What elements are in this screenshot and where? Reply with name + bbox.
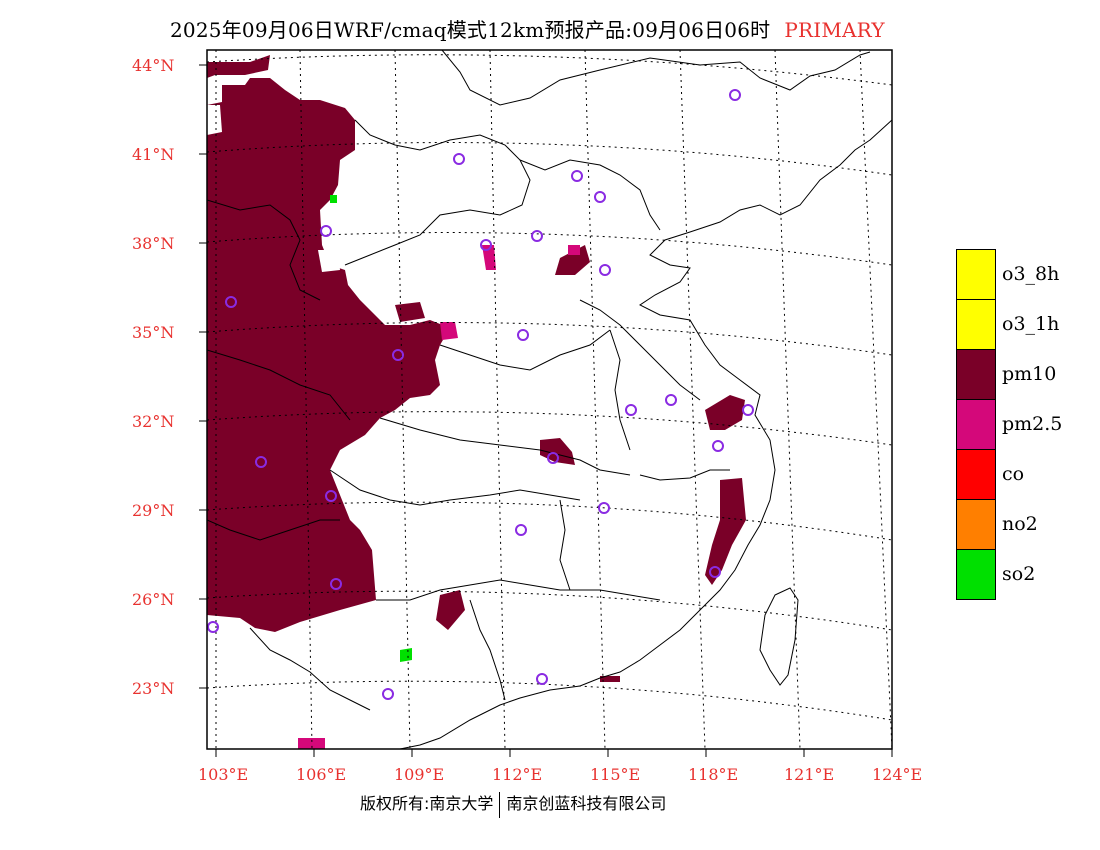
legend-swatch [956, 249, 996, 300]
station-marker [712, 440, 724, 452]
pm25-patch [298, 738, 325, 749]
station-marker [480, 239, 492, 251]
lat-label-26: 26°N [132, 590, 175, 609]
title-variable: PRIMARY [784, 18, 885, 42]
station-marker [325, 490, 337, 502]
legend-swatch [956, 399, 996, 450]
so2-patch [330, 195, 337, 203]
station-marker [515, 524, 527, 536]
station-marker [517, 329, 529, 341]
lon-label-106: 106°E [296, 765, 347, 784]
pm25-patch [440, 322, 458, 340]
station-marker [625, 404, 637, 416]
lat-label-35: 35°N [132, 323, 175, 342]
station-marker [255, 456, 267, 468]
lon-label-115: 115°E [590, 765, 641, 784]
legend-label: pm2.5 [1002, 413, 1063, 435]
station-marker [729, 89, 741, 101]
copyright-right: 南京创蓝科技有限公司 [506, 794, 667, 813]
legend-label: pm10 [1002, 363, 1057, 385]
legend-label: no2 [1002, 513, 1038, 535]
station-marker [536, 673, 548, 685]
lon-label-103: 103°E [198, 765, 249, 784]
pm10-patch [555, 245, 590, 275]
clear-patch [207, 105, 222, 135]
lon-label-109: 109°E [394, 765, 445, 784]
copyright-divider [499, 791, 501, 818]
pm10-patch [705, 395, 745, 430]
legend-swatch [956, 549, 996, 600]
station-marker [709, 566, 721, 578]
boundary-lines [207, 50, 892, 749]
lat-label-23: 23°N [132, 679, 175, 698]
pm10-patch [436, 590, 465, 630]
lat-label-32: 32°N [132, 412, 175, 431]
lat-label-41: 41°N [132, 145, 175, 164]
station-marker [392, 349, 404, 361]
station-marker [598, 502, 610, 514]
lon-label-124: 124°E [872, 765, 923, 784]
map-title: 2025年09月06日WRF/cmaq模式12km预报产品:09月06日06时 P… [170, 14, 885, 43]
station-marker [742, 404, 754, 416]
station-marker [382, 688, 394, 700]
copyright-left: 版权所有:南京大学 [360, 794, 494, 813]
legend-label: so2 [1002, 563, 1036, 585]
station-marker [547, 452, 559, 464]
station-marker [453, 153, 465, 165]
station-marker [571, 170, 583, 182]
station-marker [665, 394, 677, 406]
map-plot-area [207, 50, 892, 749]
axis-ticks [199, 64, 893, 757]
so2-patch [400, 648, 412, 662]
legend-label: co [1002, 463, 1025, 485]
copyright: 版权所有:南京大学 南京创蓝科技有限公司 [360, 790, 666, 818]
station-marker [207, 621, 219, 633]
map-frame [206, 49, 893, 750]
pm10-patch [395, 302, 425, 322]
lon-label-118: 118°E [688, 765, 739, 784]
station-marker [225, 296, 237, 308]
station-marker [320, 225, 332, 237]
station-marker [599, 264, 611, 276]
lon-label-112: 112°E [492, 765, 543, 784]
legend-label: o3_8h [1002, 263, 1060, 285]
pm10-patch [705, 478, 746, 585]
legend-swatch [956, 299, 996, 350]
legend-swatch [956, 449, 996, 500]
title-main: 2025年09月06日WRF/cmaq模式12km预报产品:09月06日06时 [170, 18, 771, 42]
legend-swatch [956, 349, 996, 400]
pm10-region-west [207, 78, 450, 632]
pm10-region-top [207, 55, 270, 78]
lat-label-29: 29°N [132, 501, 175, 520]
legend-swatch [956, 499, 996, 550]
clear-patch [318, 250, 340, 272]
legend-label: o3_1h [1002, 313, 1060, 335]
station-marker [531, 230, 543, 242]
lat-label-38: 38°N [132, 234, 175, 253]
lat-label-44: 44°N [132, 56, 175, 75]
station-marker [594, 191, 606, 203]
station-markers [207, 89, 754, 700]
pm10-patch [600, 676, 620, 682]
lon-label-121: 121°E [784, 765, 835, 784]
pm25-patch [482, 245, 496, 270]
graticule [207, 50, 892, 749]
station-marker [330, 578, 342, 590]
pm25-patch [568, 245, 580, 255]
